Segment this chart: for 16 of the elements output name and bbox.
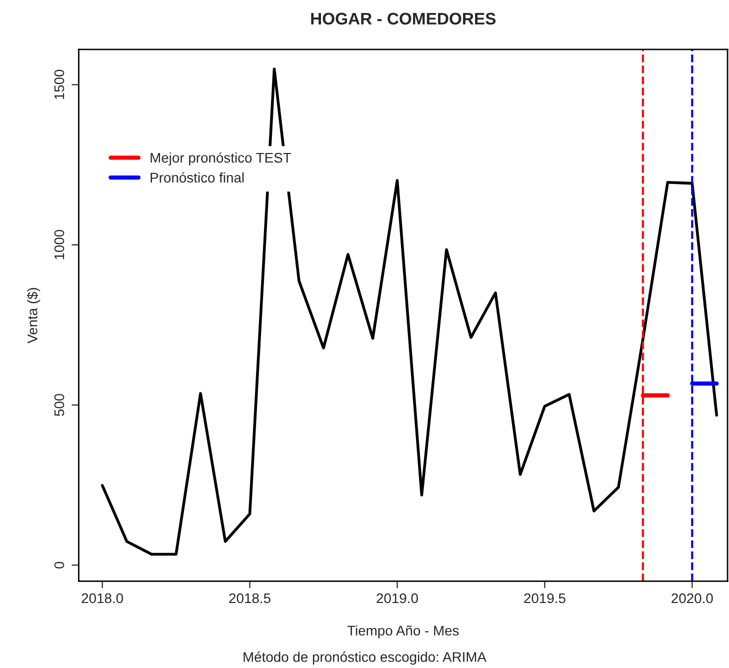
x-axis-title: Tiempo Año - Mes bbox=[347, 625, 459, 638]
y-tick-label: 0 bbox=[54, 562, 64, 568]
y-tick-label: 500 bbox=[54, 394, 64, 416]
x-tick-label: 2020.0 bbox=[672, 593, 713, 604]
y-tick-label: 1000 bbox=[54, 230, 64, 260]
x-tick-label: 2019.5 bbox=[524, 593, 566, 604]
chart-title: HOGAR - COMEDORES bbox=[311, 12, 496, 25]
text: Método de pronóstico escogido: ARIMA bbox=[244, 652, 486, 665]
y-tick-label: 1500 bbox=[54, 70, 64, 100]
x-tick-label: 2019.0 bbox=[376, 593, 418, 604]
y-axis-title: Venta ($) bbox=[26, 288, 40, 344]
legend-label: Pronóstico final bbox=[150, 172, 244, 183]
legend-label: Mejor pronóstico TEST bbox=[150, 152, 292, 166]
line-series bbox=[100, 68, 718, 556]
x-tick-label: 2018.5 bbox=[229, 593, 270, 604]
x-tick-label: 2018.0 bbox=[82, 593, 124, 604]
